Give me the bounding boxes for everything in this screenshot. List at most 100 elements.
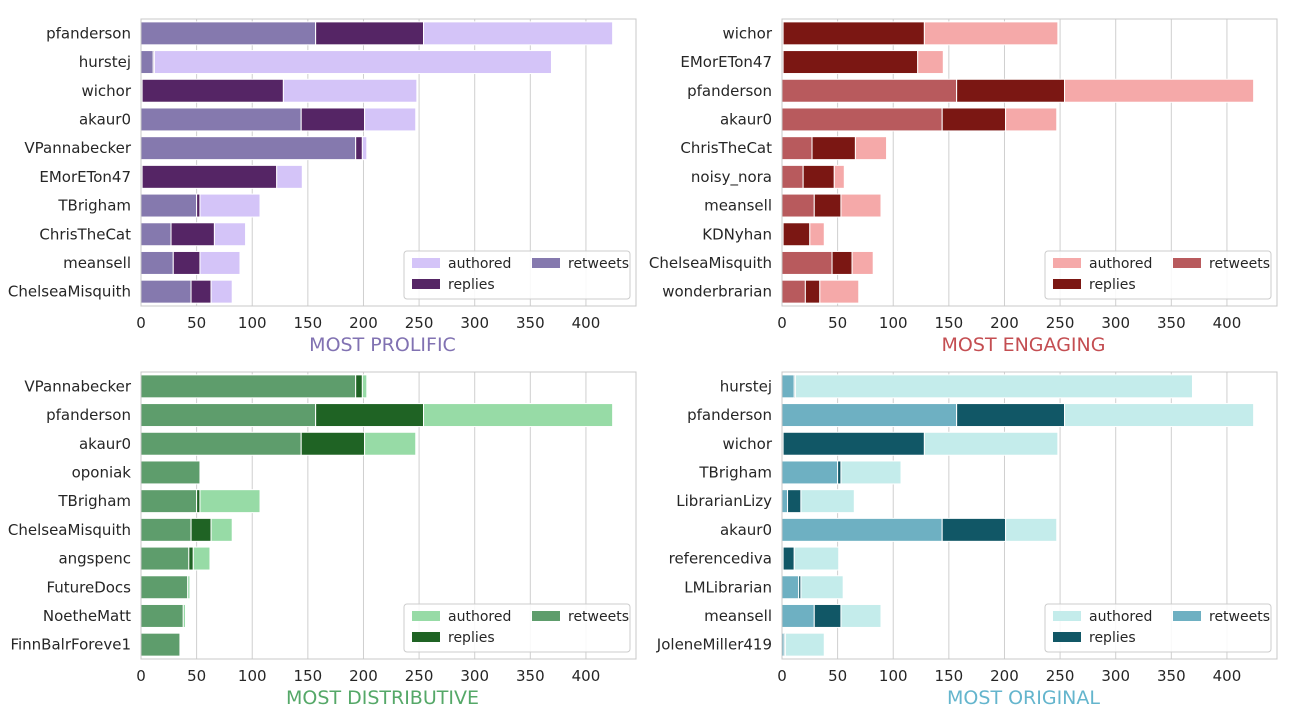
legend-label-authored: authored [448, 609, 511, 625]
category-label: pfanderson [46, 24, 131, 42]
bar-retweets [140, 222, 172, 247]
x-tick-label: 200 [990, 667, 1019, 685]
bar-retweets [781, 603, 815, 628]
bar-retweets [781, 193, 815, 218]
legend-swatch-authored [412, 258, 440, 268]
category-label: ChelseaMisquith [649, 254, 772, 272]
legend-label-replies: replies [448, 630, 495, 646]
bar-retweets [140, 431, 302, 456]
bar-replies [300, 107, 366, 132]
bar-authored [809, 222, 825, 247]
category-label: referencediva [669, 550, 772, 568]
bar-replies [831, 250, 853, 275]
bar-replies [196, 489, 201, 514]
bar-replies [811, 136, 856, 161]
chart-title: MOST ENGAGING [942, 334, 1106, 356]
legend-label-authored: authored [1089, 256, 1152, 272]
bar-retweets [140, 279, 192, 304]
category-label: ChrisTheCat [680, 139, 772, 157]
bar-authored [854, 136, 888, 161]
bar-replies [782, 431, 925, 456]
legend-swatch-retweets [1173, 611, 1201, 621]
bar-retweets [781, 250, 833, 275]
category-label: FutureDocs [46, 578, 131, 596]
bar-retweets [781, 279, 806, 304]
chart-title: MOST PROLIFIC [309, 334, 456, 356]
bar-replies [802, 164, 835, 189]
bar-authored [1005, 107, 1058, 132]
chart-title: MOST ORIGINAL [947, 687, 1100, 709]
category-label: ChelseaMisquith [8, 521, 131, 539]
x-tick-label: 150 [294, 667, 323, 685]
bar-retweets [781, 489, 789, 514]
bar-replies [172, 250, 201, 275]
x-tick-label: 400 [1213, 314, 1242, 332]
bar-authored [361, 136, 368, 161]
x-tick-label: 400 [572, 667, 601, 685]
bar-authored [793, 546, 840, 571]
legend: authored replies retweets [403, 250, 631, 300]
legend-label-authored: authored [448, 256, 511, 272]
bar-retweets [140, 546, 190, 571]
bar-retweets [140, 460, 201, 485]
bar-retweets [140, 136, 357, 161]
legend: authored replies retweets [403, 603, 631, 653]
legend-label-retweets: retweets [1209, 609, 1270, 625]
x-tick-label: 200 [349, 314, 378, 332]
category-label: wichor [722, 24, 772, 42]
bar-authored [1005, 517, 1058, 542]
legend-swatch-retweets [532, 611, 560, 621]
bar-replies [804, 279, 821, 304]
x-tick-label: 300 [460, 667, 489, 685]
x-tick-label: 100 [879, 667, 908, 685]
category-label: TBrigham [57, 492, 131, 510]
plot-frame [781, 18, 1278, 307]
bar-replies [188, 546, 194, 571]
bar-retweets [781, 78, 958, 103]
bar-replies [837, 460, 842, 485]
category-label: meansell [704, 607, 772, 625]
x-tick-label: 0 [136, 314, 146, 332]
bar-replies [315, 403, 425, 428]
bar-replies [355, 374, 363, 399]
bar-replies [141, 78, 284, 103]
bar-authored [794, 374, 1193, 399]
bar-replies [300, 431, 366, 456]
bar-retweets [781, 460, 839, 485]
chart-title: MOST DISTRIBUTIVE [286, 687, 479, 709]
bar-retweets [781, 164, 804, 189]
plot-frame [140, 18, 637, 307]
chart-panel-4: hurstej pfanderson wichor TBrigham Librarian… [656, 371, 1278, 709]
chart-panel-3: VPannabecker pfanderson akaur0 oponiak TBrig… [8, 371, 637, 709]
bar-authored [784, 632, 825, 657]
bar-retweets [140, 403, 317, 428]
legend: authored replies retweets [1044, 603, 1272, 653]
bar-authored [800, 575, 844, 600]
legend-label-retweets: retweets [1209, 256, 1270, 272]
bar-authored [364, 431, 417, 456]
x-tick-label: 400 [1213, 667, 1242, 685]
bar-replies [813, 603, 842, 628]
bar-authored [833, 164, 845, 189]
x-tick-label: 300 [460, 314, 489, 332]
bar-retweets [140, 250, 174, 275]
bar-retweets [781, 136, 813, 161]
bar-replies [813, 193, 842, 218]
x-tick-label: 350 [516, 667, 545, 685]
bar-authored [199, 250, 241, 275]
legend-swatch-replies [1053, 279, 1081, 289]
x-tick-label: 50 [187, 314, 206, 332]
x-tick-label: 0 [777, 314, 787, 332]
category-label: meansell [63, 254, 131, 272]
plot-frame [781, 371, 1278, 660]
bar-replies [196, 193, 201, 218]
bar-replies [141, 164, 278, 189]
bar-authored [423, 21, 614, 46]
x-tick-label: 150 [935, 667, 964, 685]
bar-retweets [140, 517, 192, 542]
bar-retweets [140, 489, 198, 514]
legend-swatch-replies [412, 279, 440, 289]
bar-replies [956, 78, 1066, 103]
category-label: EMorETon47 [39, 168, 131, 186]
category-label: TBrigham [698, 463, 772, 481]
